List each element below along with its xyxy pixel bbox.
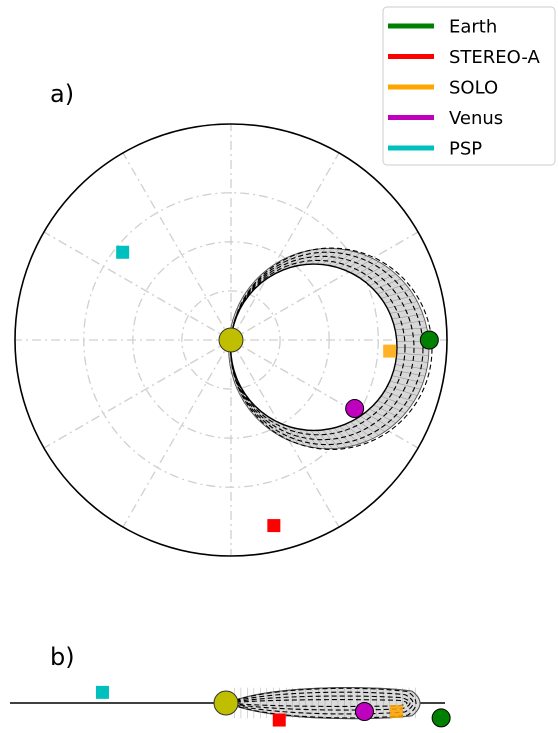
cme-mesh-line: [316, 430, 333, 449]
legend-label-solo: SOLO: [449, 78, 498, 99]
sun-marker-side: [213, 690, 239, 716]
cme-mesh-line: [396, 358, 429, 363]
cme-side-field-line: [227, 699, 408, 708]
solo-marker: [383, 344, 397, 358]
cme-mesh-line: [391, 314, 423, 320]
legend-label-stereo-a: STEREO-A: [449, 47, 540, 68]
cme-mesh-line: [293, 427, 305, 446]
cme-mesh-line: [396, 352, 429, 356]
cme-mesh-line: [246, 289, 249, 299]
cme-mesh-line: [350, 421, 373, 439]
grid-spoke: [230, 152, 340, 341]
legend-label-psp: PSP: [449, 139, 482, 160]
cme-mesh-line: [249, 284, 253, 294]
polar-plot: [14, 123, 448, 557]
cme-mesh-line: [373, 278, 401, 290]
earth-marker: [419, 330, 439, 350]
grid-spoke: [122, 339, 232, 528]
cme-mesh-line: [373, 404, 401, 419]
psp-marker-side: [95, 685, 109, 699]
panel-b-label: b): [50, 643, 75, 671]
solo-marker-side: [389, 705, 403, 719]
side-view-plot: [10, 685, 451, 728]
cme-mesh-line: [364, 412, 391, 428]
cme-side-field-line: [226, 691, 414, 715]
cme-mesh-line: [393, 369, 426, 377]
cme-mesh-line: [322, 429, 340, 449]
legend: Earth STEREO-A SOLO Venus PSP: [382, 6, 556, 166]
cme-field-line: [230, 251, 424, 446]
cme-mesh-line: [355, 419, 380, 436]
polar-grid: [15, 124, 447, 556]
venus-marker: [345, 399, 365, 419]
panel-a-label: a): [50, 80, 74, 108]
cme-side-outline: [226, 687, 421, 720]
cme-mesh-line: [293, 251, 305, 267]
grid-spoke: [43, 231, 232, 341]
cme-mesh-line: [267, 416, 274, 432]
earth-marker-side: [431, 708, 451, 728]
cme-mesh-line: [389, 380, 421, 390]
grid-spoke: [122, 152, 232, 341]
cme-mesh-line: [377, 283, 406, 295]
cme-mesh-line: [355, 261, 380, 276]
venus-marker-side: [354, 702, 374, 722]
polar-frame: [14, 123, 448, 557]
cme-mesh-line: [396, 346, 429, 349]
cme-side-field-line: [226, 687, 417, 719]
legend-label-earth: Earth: [449, 17, 497, 38]
stereo-a-marker: [267, 519, 281, 533]
cme-mesh-line: [287, 426, 299, 444]
cme-mesh-line: [322, 248, 340, 265]
grid-spoke: [230, 231, 419, 341]
cme-mesh-line: [387, 301, 418, 309]
legend-label-venus: Venus: [449, 108, 503, 129]
sun-marker: [218, 327, 244, 353]
cme-field-line: [230, 255, 415, 441]
cme-mesh-line: [389, 307, 421, 314]
cme-mesh-line: [384, 295, 414, 304]
cme-mesh-line: [384, 391, 414, 402]
cme-mesh-line: [381, 395, 410, 408]
cme-mesh-line: [393, 320, 426, 325]
legend-frame: [382, 6, 556, 166]
cme-mesh-line: [350, 258, 373, 273]
cme-mesh-line: [360, 415, 385, 432]
cme-mesh-line: [381, 289, 410, 299]
stereo-a-marker-side: [272, 713, 286, 727]
cme-flux-rope-top-view: [228, 247, 433, 451]
cme-side-field-line: [227, 695, 411, 711]
cme-mesh-line: [369, 408, 396, 424]
cme-mesh-line: [328, 249, 347, 266]
grid-spoke: [43, 339, 232, 449]
cme-mesh-line: [377, 400, 406, 414]
grid-circle: [181, 290, 281, 390]
cme-mesh-line: [391, 375, 424, 384]
cme-mesh-line: [387, 386, 418, 396]
psp-marker: [116, 245, 130, 259]
cme-mesh-line: [344, 424, 367, 442]
cme-mesh-line: [395, 327, 427, 331]
cme-mesh-line: [395, 364, 427, 370]
cme-mesh-line: [299, 249, 312, 266]
grid-spoke: [230, 339, 419, 449]
cme-mesh-line: [369, 273, 396, 286]
cme-inner-edge: [229, 263, 398, 432]
